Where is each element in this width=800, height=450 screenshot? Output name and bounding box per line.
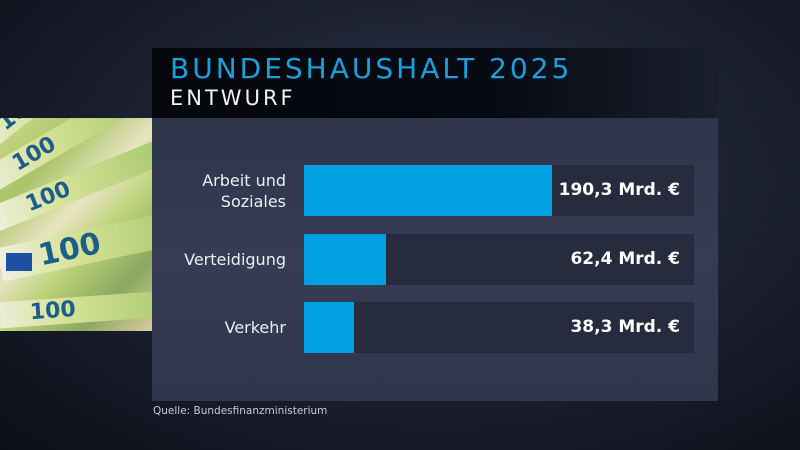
value-label: 38,3 Mrd. € [570, 317, 680, 337]
bar-row: Verkehr 38,3 Mrd. € [152, 302, 718, 353]
category-label: Arbeit und Soziales [202, 170, 286, 211]
bar-track: 38,3 Mrd. € [304, 302, 694, 353]
category-label: Verteidigung [184, 250, 286, 269]
bar-track: 190,3 Mrd. € [304, 165, 694, 216]
bar [304, 234, 386, 285]
bar-track: 62,4 Mrd. € [304, 234, 694, 285]
eu-flag-icon [6, 253, 32, 271]
bar [304, 165, 552, 216]
value-label: 62,4 Mrd. € [570, 249, 680, 269]
bar [304, 302, 354, 353]
chart-title: BUNDESHAUSHALT 2025 [170, 52, 573, 85]
euro-banknotes-photo: 100 100 100 100 100 [0, 118, 152, 331]
title-bar [152, 48, 718, 118]
chart-subtitle: ENTWURF [170, 86, 296, 110]
bar-row: Verteidigung 62,4 Mrd. € [152, 234, 718, 285]
source-note: Quelle: Bundesfinanzministerium [153, 405, 328, 417]
value-label: 190,3 Mrd. € [558, 180, 680, 200]
category-label: Verkehr [224, 318, 286, 337]
bar-row: Arbeit und Soziales 190,3 Mrd. € [152, 165, 718, 216]
banknote: 100 [0, 289, 152, 329]
